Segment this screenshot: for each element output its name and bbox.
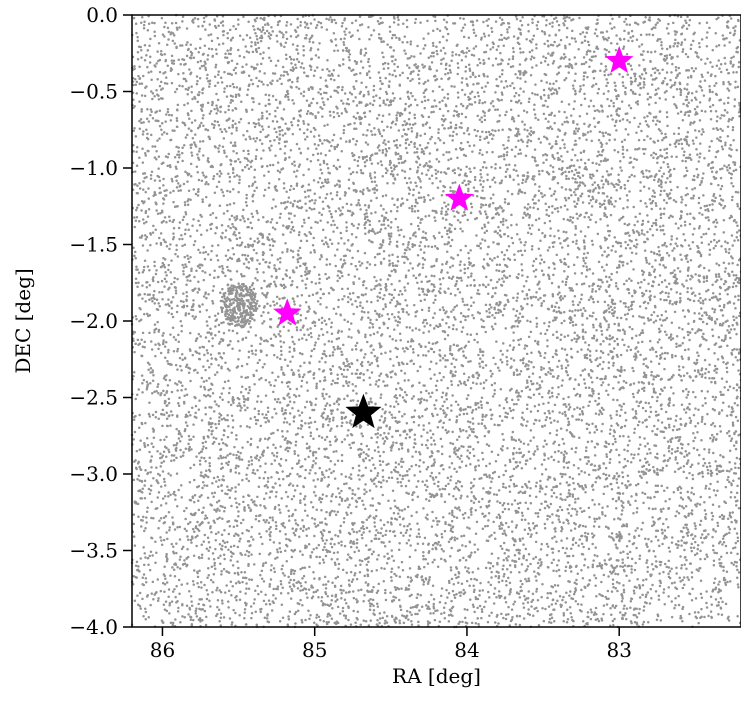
y-tick-label: −1.5 [69,233,118,257]
y-axis-label: DEC [deg] [11,268,35,373]
y-tick-label: 0.0 [86,3,118,27]
y-tick-label: −4.0 [69,615,118,639]
y-tick-label: −1.0 [69,156,118,180]
magenta-star-marker-1 [445,183,474,211]
background-points [130,13,741,629]
x-tick-label: 83 [606,638,631,662]
y-tick-label: −2.0 [69,309,118,333]
y-tick-label: −3.0 [69,462,118,486]
y-axis-ticks: 0.0 −0.5 −1.0 −1.5 −2.0 −2.5 −3.0 −3.5 −4.0 [69,3,132,639]
x-axis-label: RA [deg] [392,664,481,688]
x-tick-label: 85 [302,638,327,662]
x-axis-ticks: 86 85 84 83 [150,627,632,662]
black-star-marker-3 [345,393,382,429]
y-tick-label: −0.5 [69,80,118,104]
x-tick-label: 86 [150,638,175,662]
y-tick-label: −3.5 [69,539,118,563]
highlight-markers [273,45,634,429]
y-tick-label: −2.5 [69,386,118,410]
x-tick-label: 84 [454,638,479,662]
magenta-star-marker-2 [273,298,302,326]
scatter-points [130,13,741,629]
magenta-star-marker-0 [604,45,634,74]
